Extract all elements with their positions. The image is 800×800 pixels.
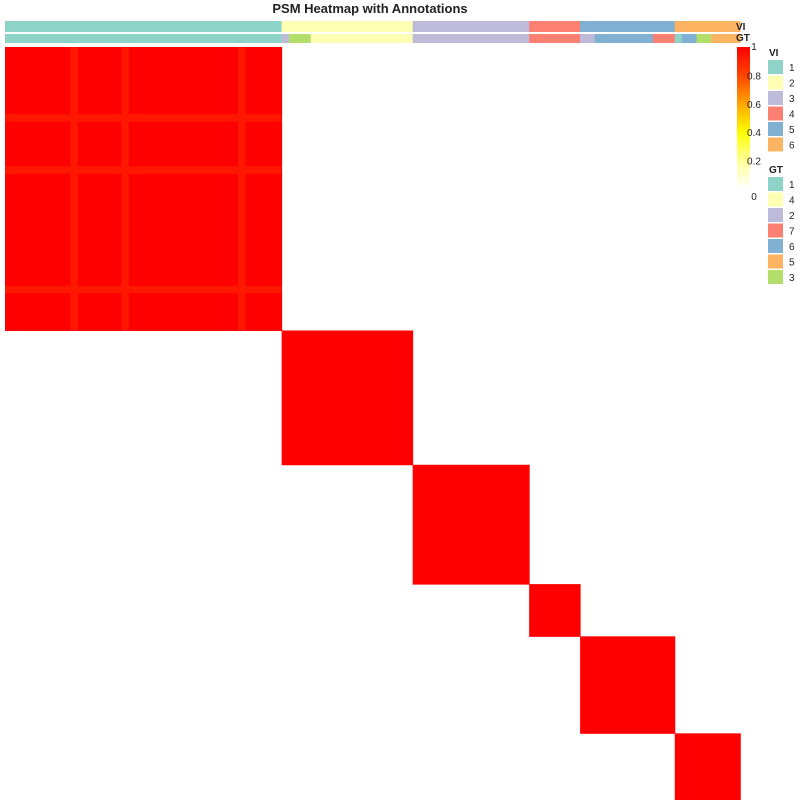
legend-swatch-vi-3	[768, 91, 783, 105]
legend-label-gt-3: 3	[789, 273, 795, 284]
colorbar-tick-label: 0.4	[747, 128, 761, 139]
colorbar-tick-label: 0.8	[747, 71, 761, 82]
colorbar-tick-label: 1	[751, 42, 757, 53]
legend-swatch-vi-1	[768, 60, 783, 74]
annotation-gt-segment-9	[652, 34, 676, 43]
legend-label-vi-2: 2	[789, 79, 795, 90]
legend-label-vi-5: 5	[789, 125, 795, 136]
heatmap-weak-column-3	[237, 47, 246, 331]
heatmap-weak-row-3	[5, 285, 282, 294]
annotation-gt-segment-11	[682, 34, 697, 43]
legend-swatch-gt-6	[768, 239, 783, 253]
heatmap-weak-column-1	[70, 47, 78, 331]
colorbar-gradient	[737, 47, 750, 189]
legend-label-vi-6: 6	[789, 141, 795, 152]
annotation-vi-segment-5	[580, 21, 676, 32]
legend-swatch-gt-7	[768, 223, 783, 238]
heatmap-block-3	[412, 464, 530, 585]
heatmap-weak-row-2	[5, 166, 282, 174]
legend-swatch-vi-5	[768, 122, 783, 136]
legend-swatch-gt-1	[768, 177, 783, 191]
annotation-gt-segment-1	[5, 34, 282, 43]
annotation-row-label-gt: GT	[736, 33, 750, 44]
colorbar-tick-label: 0.6	[747, 100, 761, 111]
colorbar-tick-label: 0	[751, 192, 757, 203]
annotation-gt-segment-8	[594, 34, 654, 43]
annotation-gt-segment-12	[696, 34, 712, 43]
annotation-vi-segment-2	[281, 21, 413, 32]
annotation-vi-segment-6	[674, 21, 741, 32]
legend-label-vi-4: 4	[789, 110, 795, 121]
legend-swatch-vi-6	[768, 137, 783, 152]
legend-swatch-vi-2	[768, 75, 783, 90]
annotation-vi-segment-3	[412, 21, 530, 32]
colorbar-legend: 0 0.2 0.4 0.6 0.8 1	[737, 42, 761, 203]
legend-swatch-gt-3	[768, 270, 783, 284]
annotation-gt-segment-3	[288, 34, 312, 43]
legend-swatch-gt-5	[768, 254, 783, 269]
legend-label-gt-7: 7	[789, 227, 795, 238]
legend-label-gt-6: 6	[789, 242, 795, 253]
legend-title-vi: VI	[769, 48, 779, 59]
colorbar-tick-label: 0.2	[747, 157, 761, 168]
legend-label-gt-1: 1	[789, 180, 795, 191]
heatmap-block-6	[674, 733, 741, 800]
legend-swatch-vi-4	[768, 106, 783, 121]
heatmap-weak-row-1	[5, 114, 282, 122]
legend-swatch-gt-4	[768, 192, 783, 207]
annotation-gt-segment-6	[529, 34, 581, 43]
heatmap-weak-column-2	[121, 47, 129, 331]
chart-title: PSM Heatmap with Annotations	[272, 1, 468, 16]
heatmap-block-2	[281, 330, 414, 466]
annotation-gt-segment-7	[580, 34, 595, 43]
annotation-gt-segment-13	[711, 34, 741, 43]
heatmap-block-4	[529, 584, 581, 637]
legend-label-vi-3: 3	[789, 94, 795, 105]
heatmap-block-5	[580, 636, 676, 734]
legend-swatch-gt-2	[768, 208, 783, 222]
legend-label-gt-4: 4	[789, 196, 795, 207]
legend-title-gt: GT	[769, 165, 783, 176]
annotation-gt-segment-4	[310, 34, 413, 43]
legend-label-gt-2: 2	[789, 211, 795, 222]
legend-label-gt-5: 5	[789, 258, 795, 269]
annotation-vi-segment-1	[5, 21, 282, 32]
annotation-legends: VI 1 2 3 4 5 6 GT 1 4 2 7 6 5 3	[768, 48, 795, 284]
heatmap-cells	[5, 47, 741, 800]
annotation-gt-segment-5	[412, 34, 530, 43]
heatmap-block-1	[5, 47, 283, 331]
annotation-row-label-vi: VI	[736, 22, 746, 33]
annotation-gt-segment-10	[674, 34, 683, 43]
annotation-vi-segment-4	[529, 21, 581, 32]
annotation-gt-segment-2	[281, 34, 290, 43]
legend-label-vi-1: 1	[789, 63, 795, 74]
